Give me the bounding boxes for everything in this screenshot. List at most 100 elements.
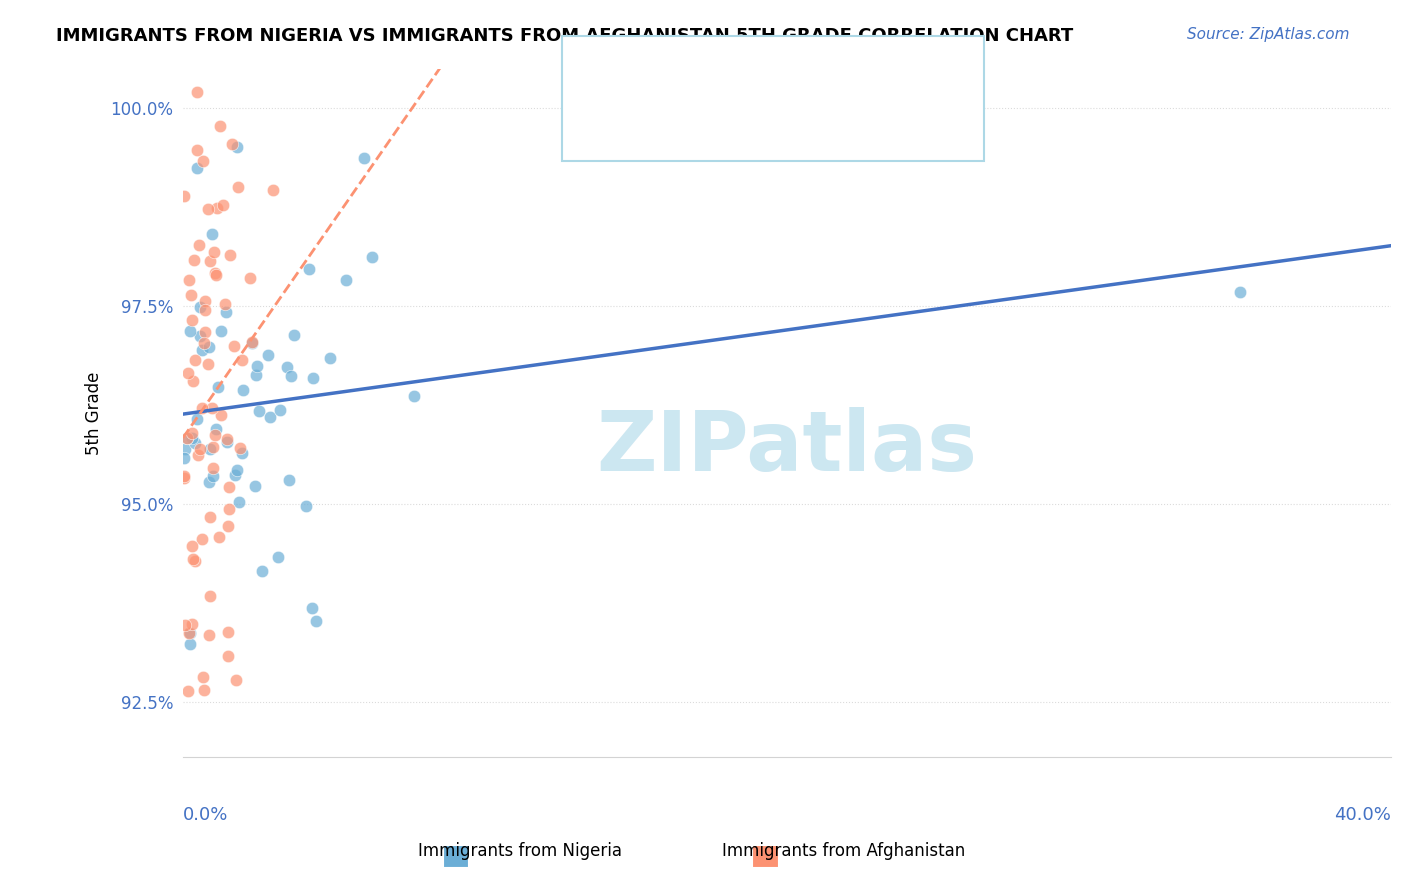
Point — [243, 479, 266, 493]
Point — [176, 431, 198, 445]
Point — [240, 334, 263, 349]
Text: ZIPatlas: ZIPatlas — [596, 407, 977, 488]
Point — [207, 530, 229, 544]
Point — [229, 441, 252, 455]
Point — [193, 153, 215, 168]
Point — [226, 179, 249, 194]
Point — [198, 442, 221, 456]
Point — [190, 532, 212, 546]
Point — [404, 389, 426, 403]
Point — [247, 404, 270, 418]
Point — [283, 328, 305, 343]
Point — [181, 374, 204, 388]
Point — [218, 479, 240, 493]
Point — [246, 359, 269, 373]
Point — [193, 682, 215, 697]
Point — [295, 500, 318, 514]
Point — [180, 312, 202, 326]
Text: Immigrants from Afghanistan: Immigrants from Afghanistan — [721, 842, 966, 860]
Point — [186, 144, 208, 158]
Point — [201, 469, 224, 483]
Point — [173, 470, 195, 484]
Point — [183, 436, 205, 450]
Point — [305, 615, 328, 629]
Point — [218, 247, 240, 261]
Point — [173, 451, 195, 466]
Point — [177, 684, 200, 698]
Point — [186, 85, 208, 99]
Point — [177, 273, 200, 287]
Point — [198, 509, 221, 524]
Point — [276, 360, 298, 375]
Point — [201, 401, 224, 416]
Point — [197, 357, 219, 371]
Point — [209, 324, 232, 338]
Point — [183, 252, 205, 267]
Point — [298, 261, 321, 276]
Point — [245, 368, 267, 383]
Point — [207, 201, 229, 215]
Text: Immigrants from Nigeria: Immigrants from Nigeria — [418, 842, 623, 860]
Point — [231, 446, 253, 460]
Point — [204, 266, 226, 280]
Point — [266, 549, 288, 564]
Point — [204, 428, 226, 442]
Text: ZIPatlas: ZIPatlas — [596, 407, 977, 488]
Point — [183, 353, 205, 368]
Legend: R = 0.400   N = 54, R = 0.073   N = 68: R = 0.400 N = 54, R = 0.073 N = 68 — [740, 70, 980, 153]
Point — [252, 565, 274, 579]
Point — [173, 468, 195, 483]
Point — [194, 303, 217, 318]
Point — [301, 600, 323, 615]
Point — [186, 412, 208, 426]
Point — [226, 463, 249, 477]
Point — [190, 401, 212, 416]
Point — [221, 136, 243, 151]
Point — [176, 431, 198, 445]
Text: 0.0%: 0.0% — [183, 805, 228, 823]
Point — [198, 475, 221, 490]
Point — [200, 253, 222, 268]
Point — [205, 268, 228, 282]
Point — [173, 189, 195, 203]
Point — [256, 348, 278, 362]
Point — [180, 288, 202, 302]
Point — [225, 673, 247, 687]
Point — [202, 441, 225, 455]
Point — [217, 625, 239, 640]
Point — [262, 183, 284, 197]
Point — [217, 649, 239, 664]
Point — [217, 433, 239, 447]
Point — [181, 540, 204, 554]
Point — [181, 617, 204, 632]
Y-axis label: 5th Grade: 5th Grade — [86, 371, 103, 455]
Point — [193, 336, 215, 351]
Point — [240, 335, 263, 350]
Point — [302, 370, 325, 384]
Point — [197, 202, 219, 216]
Point — [217, 519, 239, 533]
Point — [232, 383, 254, 397]
Point — [212, 198, 235, 212]
Point — [183, 551, 205, 566]
Point — [231, 352, 253, 367]
Point — [187, 448, 209, 462]
Text: IMMIGRANTS FROM NIGERIA VS IMMIGRANTS FROM AFGHANISTAN 5TH GRADE CORRELATION CHA: IMMIGRANTS FROM NIGERIA VS IMMIGRANTS FR… — [56, 27, 1074, 45]
Point — [239, 270, 262, 285]
Point — [269, 403, 291, 417]
Point — [204, 422, 226, 436]
Point — [198, 340, 221, 354]
Text: 40.0%: 40.0% — [1334, 805, 1391, 823]
Point — [191, 670, 214, 684]
Point — [335, 273, 357, 287]
Point — [188, 329, 211, 343]
Point — [188, 442, 211, 457]
Point — [259, 409, 281, 424]
Point — [214, 296, 236, 310]
Point — [209, 408, 232, 422]
Point — [201, 227, 224, 241]
Point — [218, 501, 240, 516]
Point — [222, 339, 245, 353]
Point — [179, 626, 201, 640]
Point — [179, 324, 201, 338]
